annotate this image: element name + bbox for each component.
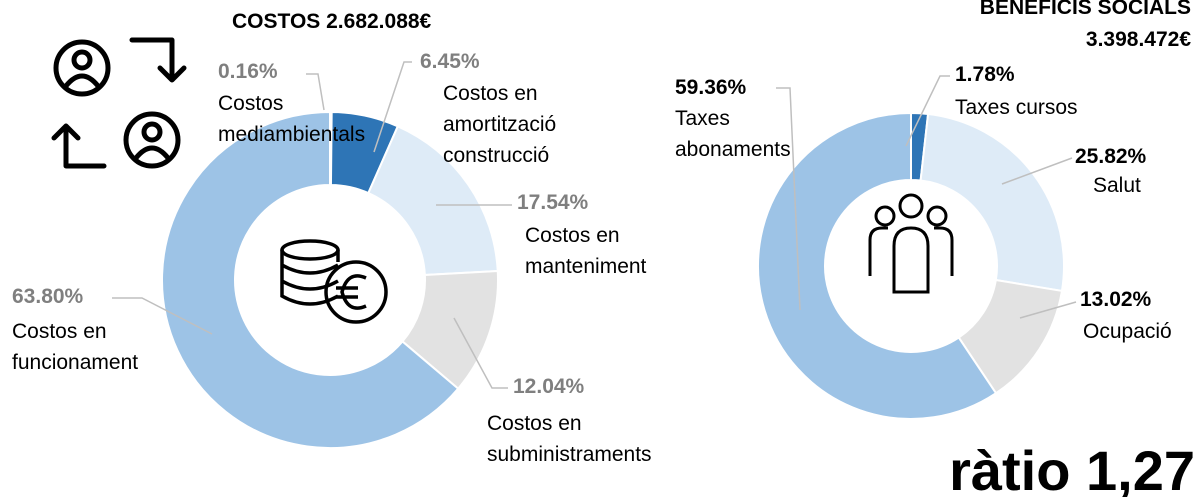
chart-title: COSTOS 2.682.088€: [232, 10, 432, 33]
category-label: Ocupació: [1083, 320, 1172, 343]
data-label: 25.82%: [1075, 145, 1147, 168]
data-label: 59.36%: [675, 76, 747, 99]
data-label: 63.80%: [12, 285, 84, 308]
chart-title: BENEFICIS SOCIALS 3.398.472€: [979, 0, 1191, 51]
category-label: Costos en manteniment: [525, 224, 647, 278]
category-label: Salut: [1093, 174, 1141, 197]
data-label: 0.16%: [218, 60, 278, 83]
donut-slice: [757, 111, 998, 420]
coins-icon: [280, 239, 388, 324]
data-label: 6.45%: [420, 50, 480, 73]
donut-slice: [161, 110, 460, 449]
data-label: 17.54%: [517, 191, 589, 214]
category-label: Costos en subministraments: [487, 412, 652, 466]
data-label: 1.78%: [955, 63, 1015, 86]
data-label: 12.04%: [513, 375, 585, 398]
donut-slice: [367, 124, 499, 276]
annotation: ràtio 1,27: [949, 439, 1195, 497]
leader-lines: [112, 61, 1077, 389]
category-label: Taxes cursos: [955, 96, 1078, 119]
category-label: Costos en funcionament: [12, 320, 139, 374]
category-label: Taxes abonaments: [675, 107, 791, 161]
exchange-icon: [51, 37, 187, 169]
donut-slice: [919, 112, 1065, 293]
category-label: Costos en amortització construcció: [443, 82, 557, 167]
data-label: 13.02%: [1080, 288, 1152, 311]
people-icon: [868, 193, 954, 294]
category-label: Costos mediambientals: [218, 92, 366, 146]
